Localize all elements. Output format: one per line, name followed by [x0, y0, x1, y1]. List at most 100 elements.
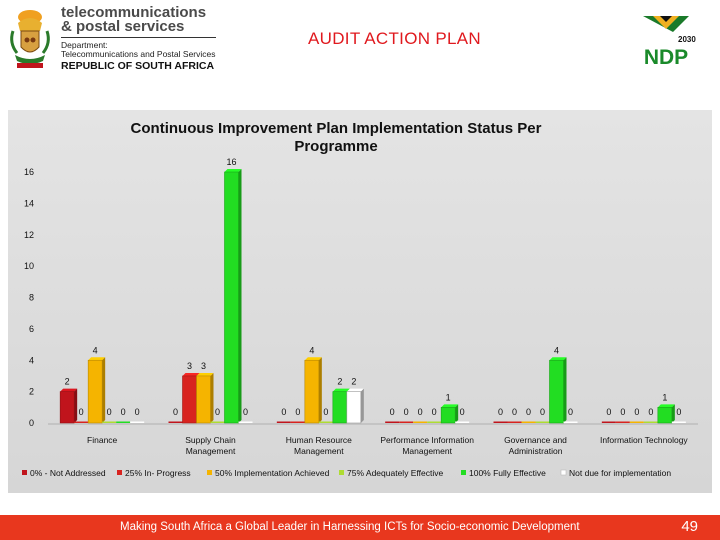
page-title: AUDIT ACTION PLAN: [308, 29, 481, 48]
category-label: Management: [186, 446, 236, 456]
bar-value-label: 0: [121, 407, 126, 417]
legend-swatch: [560, 469, 567, 476]
bar-value-label: 0: [512, 407, 517, 417]
bar-value-label: 0: [107, 407, 112, 417]
bar: [346, 388, 364, 424]
ndp-year: 2030: [678, 35, 696, 44]
bar-value-label: 0: [526, 407, 531, 417]
bar: [224, 169, 242, 424]
page-number: 49: [681, 518, 698, 535]
bar: [196, 372, 214, 424]
bar: [74, 421, 89, 423]
bar: [671, 421, 686, 423]
bar: [304, 357, 322, 424]
bar: [615, 421, 630, 423]
legend-item: 25% In- Progress: [117, 468, 191, 478]
bar-value-label: 4: [554, 345, 559, 355]
bar-value-label: 0: [135, 407, 140, 417]
bar: [549, 357, 567, 424]
bar: [168, 421, 183, 423]
dept-name-line1: telecommunications: [61, 4, 207, 21]
bar-value-label: 0: [648, 407, 653, 417]
ndp-logo: 2030 NDP: [643, 16, 696, 69]
y-tick-label: 16: [24, 167, 34, 177]
bar-value-label: 0: [215, 407, 220, 417]
bar: [413, 421, 428, 423]
header-divider: [61, 37, 216, 38]
legend-item: 50% Implementation Achieved: [207, 468, 330, 478]
bar-value-label: 1: [446, 392, 451, 402]
footer-tagline: Making South Africa a Global Leader in H…: [120, 521, 580, 533]
department-logo: telecommunications & postal services Dep…: [3, 3, 218, 77]
bar-value-label: 0: [173, 407, 178, 417]
bar: [130, 421, 145, 423]
chart-title-line1: Continuous Improvement Plan Implementati…: [131, 120, 542, 137]
bar: [59, 388, 78, 424]
bar: [535, 421, 550, 423]
bar-value-label: 2: [65, 377, 70, 387]
bar-value-label: 0: [620, 407, 625, 417]
legend-swatch: [461, 470, 466, 475]
y-tick-label: 6: [29, 324, 34, 334]
bar: [238, 421, 253, 423]
bar: [643, 421, 658, 423]
bar-value-label: 0: [323, 407, 328, 417]
bar-value-label: 0: [295, 407, 300, 417]
header: telecommunications & postal services Dep…: [0, 0, 720, 82]
y-tick-label: 8: [29, 293, 34, 303]
bar-value-label: 0: [432, 407, 437, 417]
bar-value-label: 0: [568, 407, 573, 417]
bar: [210, 421, 225, 423]
category-label: Governance and: [504, 435, 567, 445]
legend-swatch: [22, 470, 27, 475]
bar: [521, 421, 536, 423]
y-tick-label: 14: [24, 198, 34, 208]
bar: [455, 421, 470, 423]
bar-value-label: 1: [662, 392, 667, 402]
bar: [427, 421, 442, 423]
y-tick-label: 0: [29, 418, 34, 428]
bar-value-label: 0: [243, 407, 248, 417]
footer: Making South Africa a Global Leader in H…: [0, 515, 720, 540]
bar-value-label: 0: [606, 407, 611, 417]
legend-label: 25% In- Progress: [125, 468, 191, 478]
bar: [601, 421, 616, 423]
status-bar-chart: Continuous Improvement Plan Implementati…: [8, 110, 712, 493]
bar-value-label: 4: [93, 345, 98, 355]
bar-value-label: 16: [226, 157, 236, 167]
category-label: Finance: [87, 435, 118, 445]
legend-item: 100% Fully Effective: [461, 468, 546, 478]
coat-of-arms-icon: [10, 10, 50, 68]
y-tick-label: 10: [24, 261, 34, 271]
legend-swatch: [207, 470, 212, 475]
chart-title-line2: Programme: [294, 138, 377, 155]
category-label: Administration: [509, 446, 563, 456]
bar: [507, 421, 522, 423]
legend-item: 75% Adequately Effective: [339, 468, 444, 478]
category-label: Management: [294, 446, 344, 456]
bar-value-label: 3: [187, 361, 192, 371]
bar: [276, 421, 291, 423]
ndp-text: NDP: [644, 46, 688, 69]
legend-label: 50% Implementation Achieved: [215, 468, 330, 478]
bar-value-label: 2: [351, 377, 356, 387]
dept-label: Department:: [61, 40, 108, 50]
bar: [116, 421, 131, 423]
y-tick-label: 4: [29, 355, 34, 365]
category-label: Management: [402, 446, 452, 456]
bar: [87, 357, 106, 424]
legend-label: Not due for implementation: [569, 468, 671, 478]
bar-value-label: 0: [676, 407, 681, 417]
bar-value-label: 0: [418, 407, 423, 417]
bar: [399, 421, 414, 423]
bar: [563, 421, 578, 423]
bar-value-label: 0: [281, 407, 286, 417]
bar-value-label: 3: [201, 361, 206, 371]
legend-label: 100% Fully Effective: [469, 468, 546, 478]
legend-swatch: [117, 470, 122, 475]
bar: [629, 421, 644, 423]
legend-item: 0% - Not Addressed: [22, 468, 106, 478]
